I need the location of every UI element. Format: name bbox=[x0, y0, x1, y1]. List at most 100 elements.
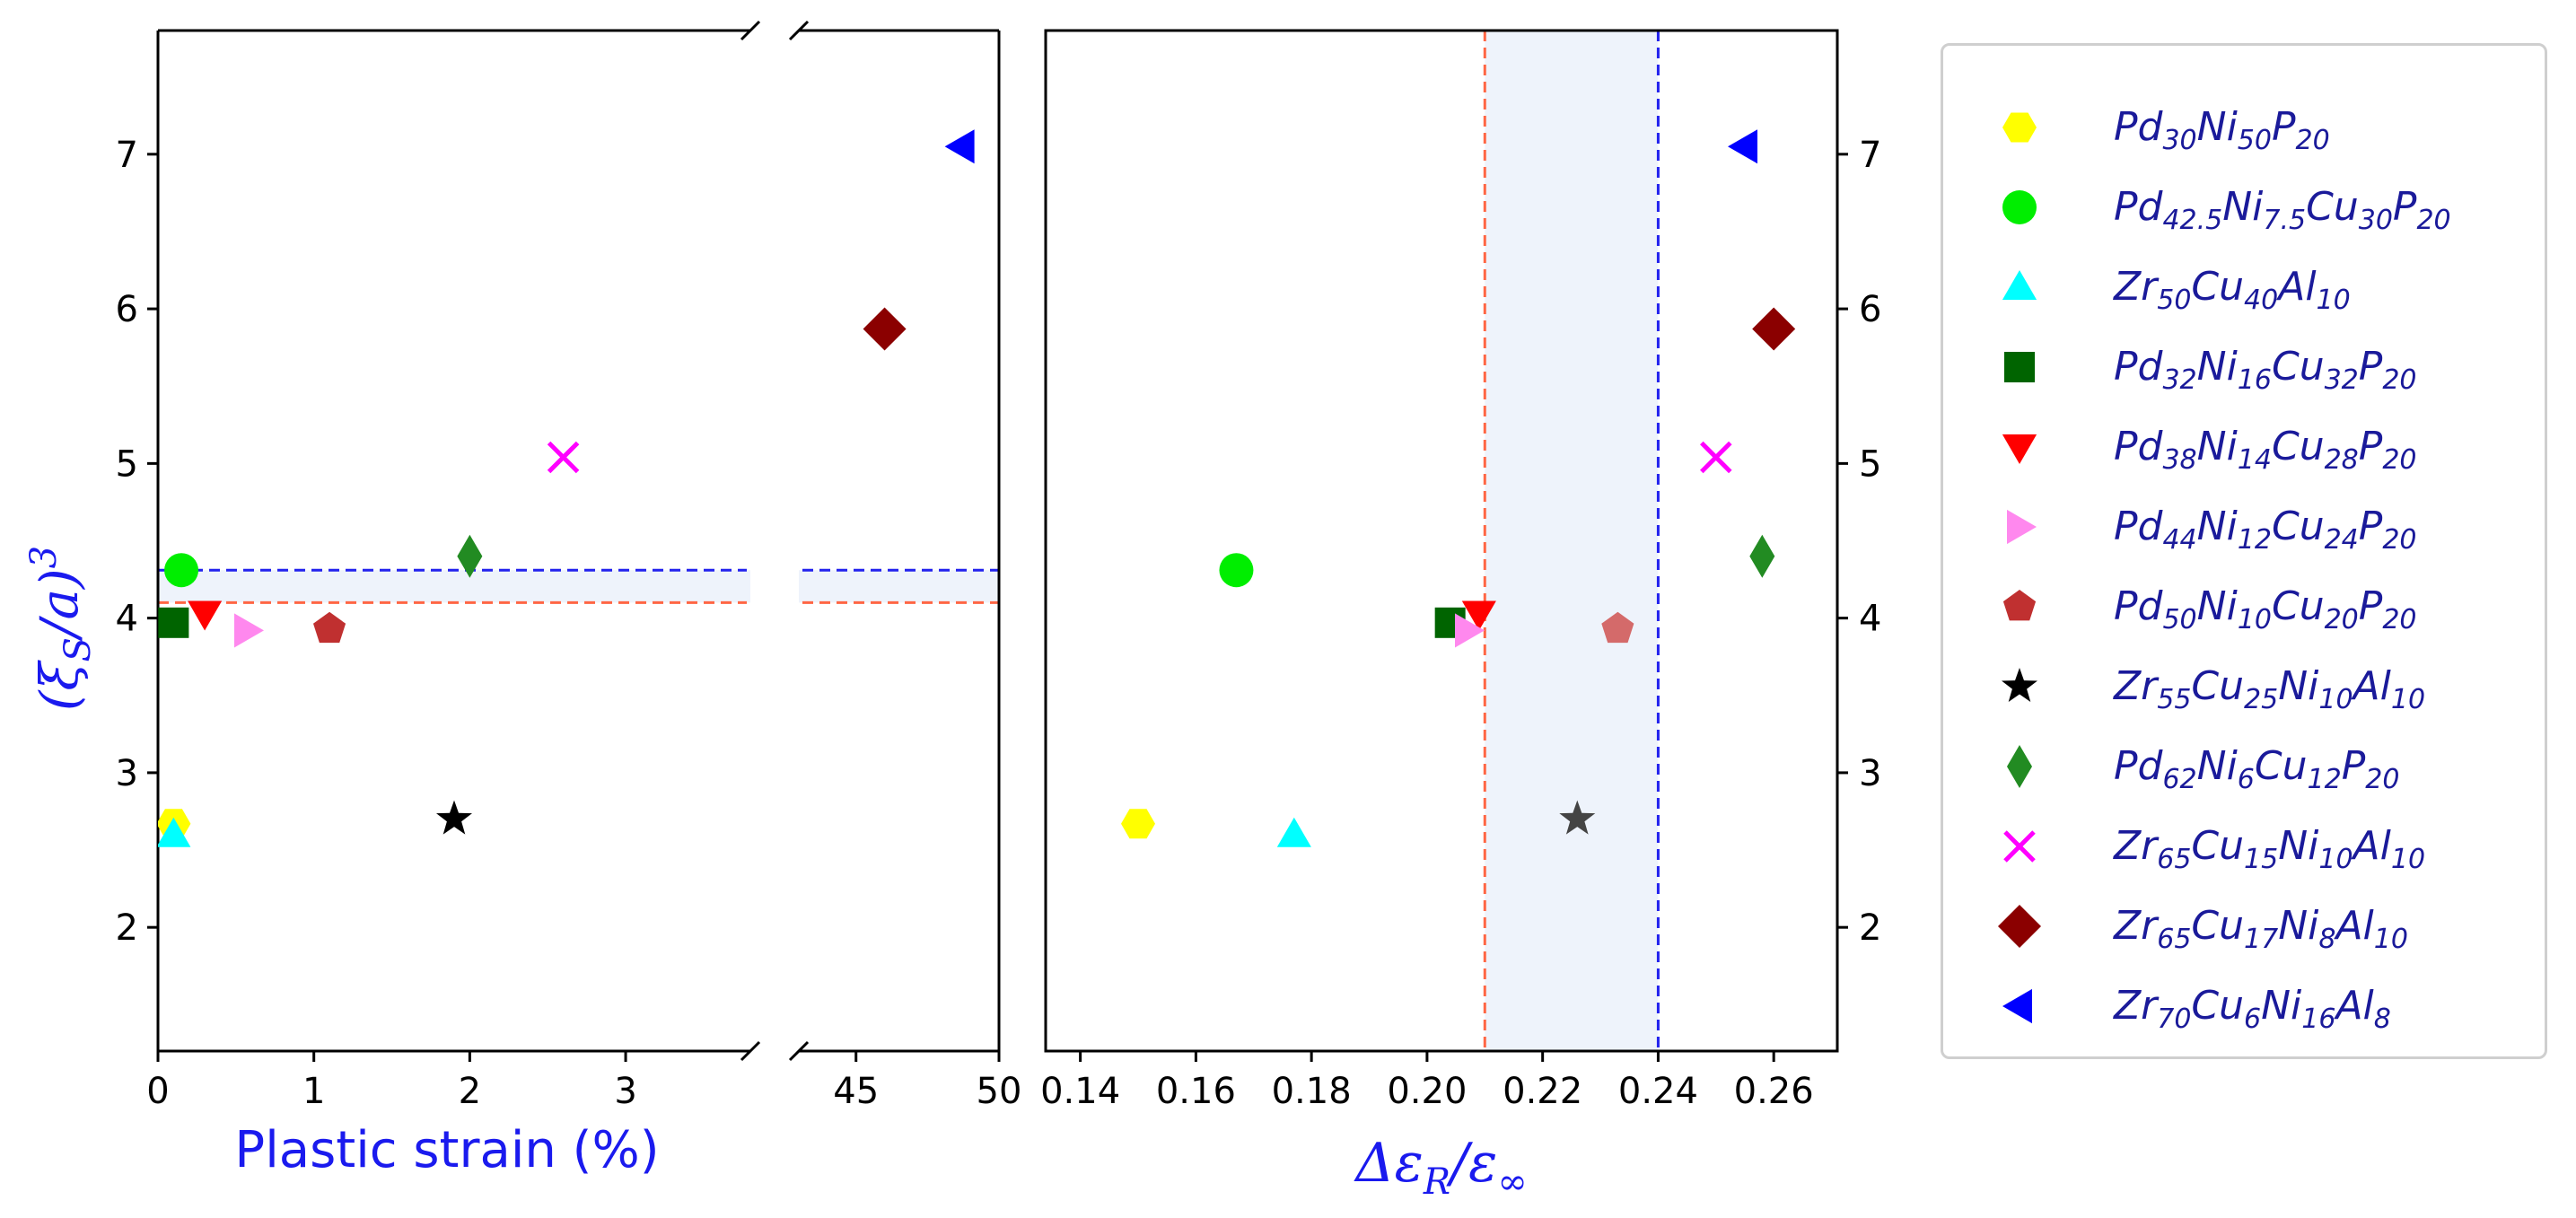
legend-item: Pd62Ni6Cu12P20 bbox=[1943, 735, 2550, 798]
left-point-Zr65Cu15Ni10Al10-stroke bbox=[547, 441, 580, 474]
legend-element: Pd bbox=[2114, 583, 2163, 629]
right-x-axis-label: ΔεR/ε∞ bbox=[1354, 1132, 1527, 1203]
right-point-Zr55Cu25Ni10Al10 bbox=[1559, 800, 1596, 835]
right-point-Pd44Ni12Cu24P20 bbox=[1455, 613, 1485, 648]
legend-subscript: 20 bbox=[2382, 604, 2417, 635]
left-y-tick-label: 3 bbox=[116, 753, 138, 794]
legend-subscript: 30 bbox=[2358, 205, 2393, 236]
axis-break-mark bbox=[740, 1040, 761, 1062]
right-point-Pd50Ni10Cu20P20-shape bbox=[1601, 611, 1634, 644]
legend-marker-Pd50Ni10Cu20P20 bbox=[2002, 590, 2037, 621]
legend-subscript: 28 bbox=[2324, 444, 2359, 476]
left-shaded-band bbox=[158, 570, 999, 603]
legend-marker-Zr65Cu17Ni8Al10-shape bbox=[1998, 905, 2041, 948]
legend-element: Zr bbox=[2114, 983, 2158, 1029]
legend-element: Al bbox=[2278, 264, 2317, 310]
legend-marker bbox=[2002, 112, 2037, 143]
legend-subscript: 16 bbox=[2301, 1003, 2336, 1035]
right-x-tick-label: 0.24 bbox=[1618, 1071, 1698, 1112]
legend-subscript: 10 bbox=[2373, 924, 2408, 955]
legend-element: Ni bbox=[2196, 743, 2238, 789]
legend-subscript: 10 bbox=[2318, 684, 2353, 715]
legend-marker bbox=[2003, 830, 2036, 863]
legend-subscript: 32 bbox=[2324, 364, 2359, 396]
right-point-Pd50Ni10Cu20P20 bbox=[1601, 611, 1634, 644]
right-point-Pd30Ni50P20-shape bbox=[1121, 809, 1155, 839]
legend-marker bbox=[2002, 190, 2037, 224]
legend-marker-Pd38Ni14Cu28P20-shape bbox=[2002, 434, 2037, 464]
legend-subscript: 65 bbox=[2157, 924, 2192, 955]
legend-subscript: 20 bbox=[2295, 125, 2330, 156]
legend-item: Zr70Cu6Ni16Al8 bbox=[1943, 975, 2550, 1038]
right-shaded-band bbox=[1485, 31, 1659, 1051]
legend-item: Zr65Cu17Ni8Al10 bbox=[1943, 895, 2550, 958]
legend-label: Pd30Ni50P20 bbox=[2114, 104, 2330, 154]
legend-label: Zr50Cu40Al10 bbox=[2114, 264, 2351, 314]
legend-element: Pd bbox=[2114, 344, 2163, 390]
legend-subscript: 12 bbox=[2307, 764, 2342, 795]
right-point-Pd62Ni6Cu12P20 bbox=[1749, 534, 1775, 578]
legend-label: Zr70Cu6Ni16Al8 bbox=[2114, 983, 2391, 1033]
right-point-Zr50Cu40Al10-shape bbox=[1276, 817, 1311, 847]
legend-element: P bbox=[2271, 104, 2296, 150]
left-band-segment bbox=[799, 570, 999, 603]
legend-element: Zr bbox=[2114, 264, 2158, 310]
legend-element: Al bbox=[2335, 903, 2374, 949]
legend-item: Zr50Cu40Al10 bbox=[1943, 256, 2550, 319]
legend-marker-Zr55Cu25Ni10Al10-shape bbox=[2002, 668, 2037, 702]
legend-element: Al bbox=[2335, 983, 2374, 1029]
legend: Pd30Ni50P20 Pd42.5Ni7.5Cu30P20 Zr50Cu40Al1… bbox=[1941, 43, 2547, 1059]
legend-subscript: 7.5 bbox=[2263, 205, 2307, 236]
legend-subscript: 17 bbox=[2244, 924, 2279, 955]
ylabel-open: ( bbox=[29, 689, 90, 711]
legend-subscript: 10 bbox=[2390, 684, 2426, 715]
ylabel-sup: 3 bbox=[23, 546, 65, 568]
legend-element: Pd bbox=[2114, 743, 2163, 789]
legend-label: Pd62Ni6Cu12P20 bbox=[2114, 743, 2399, 793]
left-point-Pd50Ni10Cu20P20-shape bbox=[313, 611, 346, 644]
left-point-Pd38Ni14Cu28P20-shape bbox=[188, 600, 223, 631]
left-x-tick-label: 2 bbox=[459, 1071, 481, 1112]
legend-item: Pd44Ni12Cu24P20 bbox=[1943, 495, 2550, 558]
legend-element: Zr bbox=[2114, 823, 2158, 869]
left-y-tick-label: 6 bbox=[116, 289, 138, 330]
legend-label: Pd42.5Ni7.5Cu30P20 bbox=[2114, 185, 2451, 234]
right-y-tick-label: 3 bbox=[1859, 753, 1881, 794]
right-point-Zr50Cu40Al10 bbox=[1276, 817, 1311, 847]
left-y-tick-label: 4 bbox=[116, 599, 138, 640]
legend-marker-Pd32Ni16Cu32P20-shape bbox=[2004, 352, 2035, 382]
legend-element: P bbox=[2358, 504, 2383, 549]
legend-subscript: 6 bbox=[2237, 764, 2255, 795]
right-x-tick-label: 0.18 bbox=[1272, 1071, 1352, 1112]
legend-marker bbox=[2007, 509, 2037, 545]
legend-marker bbox=[2002, 590, 2037, 621]
legend-subscript: 24 bbox=[2324, 524, 2359, 556]
legend-element: Ni bbox=[2196, 583, 2238, 629]
legend-marker-Pd42.5Ni7.5Cu30P20-shape bbox=[2002, 190, 2037, 224]
xlabel-slash: /ε bbox=[1446, 1132, 1497, 1195]
legend-subscript: 20 bbox=[2382, 444, 2417, 476]
right-point-Pd62Ni6Cu12P20-shape bbox=[1749, 534, 1775, 578]
legend-item: Pd32Ni16Cu32P20 bbox=[1943, 336, 2550, 399]
legend-element: Pd bbox=[2114, 504, 2163, 549]
left-x-tick-label: 50 bbox=[977, 1071, 1022, 1112]
right-point-Zr65Cu17Ni8Al10-shape bbox=[1752, 307, 1796, 351]
legend-subscript: 44 bbox=[2162, 524, 2197, 556]
right-axis-frame bbox=[1044, 29, 1839, 1053]
right-point-Zr65Cu15Ni10Al10 bbox=[1700, 441, 1732, 474]
legend-subscript: 38 bbox=[2162, 444, 2197, 476]
legend-subscript: 30 bbox=[2162, 125, 2197, 156]
legend-label: Pd32Ni16Cu32P20 bbox=[2114, 344, 2417, 394]
left-x-axis-label: Plastic strain (%) bbox=[234, 1121, 659, 1179]
legend-marker-Zr65Cu15Ni10Al10-stroke bbox=[2003, 830, 2036, 863]
legend-marker-Zr50Cu40Al10 bbox=[2002, 270, 2037, 300]
legend-subscript: 10 bbox=[2390, 844, 2426, 875]
legend-element: P bbox=[2341, 743, 2366, 789]
legend-subscript: 20 bbox=[2416, 205, 2451, 236]
axis-break-mark bbox=[788, 1040, 810, 1062]
axes-frames bbox=[156, 20, 1839, 1062]
legend-subscript: 12 bbox=[2237, 524, 2272, 556]
right-y-tick-label: 4 bbox=[1859, 599, 1881, 640]
left-point-Zr65Cu15Ni10Al10 bbox=[547, 441, 580, 474]
